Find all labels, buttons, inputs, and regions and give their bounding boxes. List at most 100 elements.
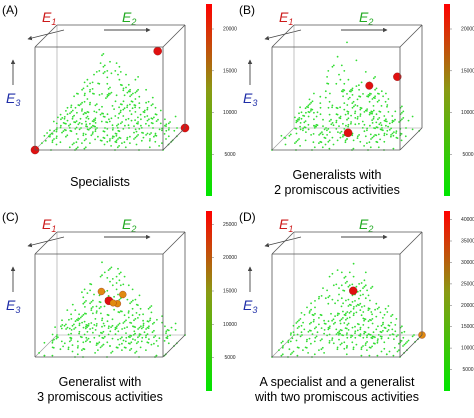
data-point — [374, 134, 376, 136]
data-point — [320, 348, 323, 351]
data-point — [95, 342, 98, 345]
data-point — [345, 299, 347, 302]
data-point — [337, 312, 339, 315]
data-point — [91, 120, 94, 122]
data-point — [348, 271, 351, 274]
data-point — [78, 313, 80, 316]
data-point — [310, 302, 312, 305]
data-point — [328, 341, 331, 344]
data-point — [109, 138, 111, 140]
data-point — [85, 138, 87, 140]
data-point — [337, 334, 340, 336]
data-point — [154, 132, 157, 135]
data-point — [287, 341, 290, 344]
data-point — [316, 111, 319, 114]
data-point — [323, 329, 326, 331]
data-point — [49, 134, 51, 136]
data-point — [406, 341, 408, 343]
panel-caption: Generalists with — [293, 168, 382, 182]
data-point — [55, 137, 58, 140]
data-point — [379, 330, 382, 333]
data-point — [356, 117, 359, 120]
colorbar-tick-label: 5000 — [462, 367, 473, 373]
data-point — [89, 82, 91, 85]
data-point — [371, 136, 374, 139]
data-point — [321, 346, 324, 349]
data-point — [352, 346, 355, 349]
data-point — [151, 331, 154, 334]
data-point — [141, 131, 143, 134]
data-point — [107, 295, 110, 297]
cube-edge — [162, 334, 186, 358]
data-point — [303, 126, 306, 128]
data-point — [308, 98, 311, 101]
data-point — [117, 324, 120, 326]
data-point — [374, 95, 376, 98]
data-point — [390, 127, 392, 130]
data-point — [385, 353, 388, 356]
data-point — [336, 314, 339, 317]
data-point — [62, 130, 65, 133]
data-point — [164, 118, 166, 121]
data-point — [299, 335, 302, 338]
data-point — [295, 339, 298, 342]
data-point — [281, 340, 284, 343]
data-point — [111, 128, 114, 131]
data-point — [71, 116, 74, 118]
cube-edge — [399, 231, 423, 255]
data-point — [85, 117, 88, 119]
data-point — [53, 338, 55, 341]
data-point — [310, 308, 312, 311]
data-point — [110, 91, 113, 94]
data-point — [117, 129, 120, 132]
colorbar-gradient — [206, 211, 212, 391]
data-point — [371, 119, 373, 121]
data-point — [118, 272, 121, 275]
data-point — [356, 135, 359, 138]
data-point — [336, 55, 339, 58]
data-point — [115, 94, 118, 97]
data-point — [98, 108, 101, 111]
data-point — [127, 83, 130, 86]
data-point — [366, 336, 368, 339]
highlighted-point — [343, 128, 353, 138]
data-point — [403, 343, 406, 346]
data-point — [110, 326, 112, 328]
data-point — [89, 101, 91, 104]
data-point — [106, 76, 109, 79]
data-point — [146, 115, 149, 117]
data-point — [363, 111, 366, 113]
data-point — [106, 134, 109, 137]
data-point — [174, 329, 177, 331]
data-point — [354, 123, 357, 126]
data-point — [339, 132, 341, 134]
data-point — [313, 118, 315, 121]
data-point — [342, 302, 344, 305]
data-point — [391, 313, 394, 316]
data-point — [313, 340, 316, 343]
data-point — [322, 125, 324, 127]
data-point — [348, 90, 351, 93]
data-point — [98, 294, 101, 297]
data-point — [63, 116, 66, 118]
data-point — [115, 134, 118, 137]
data-point — [131, 288, 134, 291]
data-point — [84, 146, 87, 149]
data-point — [342, 134, 344, 136]
data-point — [121, 336, 123, 339]
data-point — [343, 277, 346, 279]
data-point — [283, 136, 286, 139]
data-point — [98, 335, 101, 337]
axis-label-e3: E3 — [243, 90, 257, 108]
data-point — [99, 275, 102, 278]
data-point — [103, 143, 106, 146]
colorbar-tick-label: 30000 — [461, 260, 474, 266]
colorbar: 5000 10000 15000 20000 25000 30000 35000 40000 — [444, 211, 474, 391]
data-point — [173, 129, 176, 132]
data-point — [86, 330, 89, 333]
colorbar-gradient — [444, 4, 450, 196]
colorbar-tick-label: 15000 — [461, 68, 474, 74]
data-point — [146, 333, 149, 335]
data-point — [328, 113, 331, 116]
data-point — [296, 346, 299, 349]
